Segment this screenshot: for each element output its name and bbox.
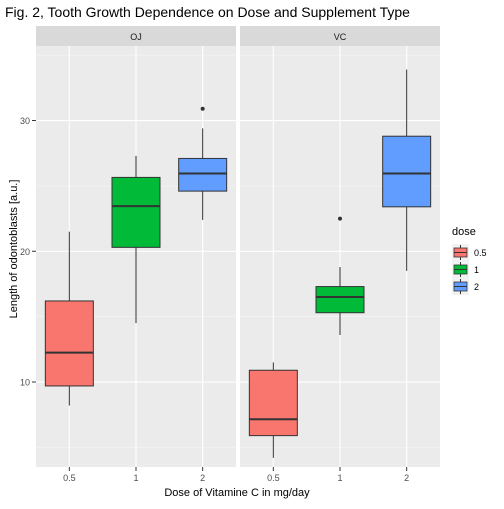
outlier-point bbox=[200, 106, 205, 111]
outlier-point bbox=[338, 216, 342, 221]
box-vc-dose-2 bbox=[382, 69, 432, 271]
legend-label: 2 bbox=[474, 282, 479, 292]
box-body bbox=[248, 369, 298, 437]
y-axis-label: Length of odontoblasts [a.u.] bbox=[8, 180, 20, 319]
legend-title: dose bbox=[452, 226, 476, 238]
panel-oj: OJ 0.5 1 2 bbox=[36, 26, 236, 483]
legend: dose 0.5 1 2 bbox=[452, 226, 487, 295]
legend-label: 1 bbox=[474, 265, 479, 275]
facet-strip-label: OJ bbox=[130, 32, 142, 42]
panel-vc: VC 0.5 1 2 bbox=[240, 26, 440, 483]
box-oj-dose-2 bbox=[178, 106, 228, 220]
x-tick-label: 2 bbox=[404, 473, 409, 483]
x-axis-label: Dose of Vitamine C in mg/day bbox=[164, 487, 310, 499]
box-oj-dose-1 bbox=[111, 155, 161, 324]
y-tick-label: 30 bbox=[20, 116, 30, 126]
box-body bbox=[111, 176, 161, 248]
box-body bbox=[178, 157, 228, 192]
legend-label: 0.5 bbox=[474, 248, 487, 258]
y-tick-label: 20 bbox=[20, 247, 30, 257]
x-tick-label: 1 bbox=[337, 473, 342, 483]
x-tick-label: 2 bbox=[200, 473, 205, 483]
x-tick-label: 1 bbox=[133, 473, 138, 483]
box-body bbox=[44, 300, 94, 387]
box-body bbox=[315, 286, 365, 314]
box-vc-dose-0.5 bbox=[248, 362, 298, 458]
chart-title: Fig. 2, Tooth Growth Dependence on Dose … bbox=[5, 4, 410, 20]
facet-strip bbox=[240, 26, 440, 46]
box-oj-dose-0.5 bbox=[44, 231, 94, 406]
facet-panels: 10 20 30 OJ 0.5 1 2 VC 0.5 1 2 bbox=[20, 26, 440, 483]
y-tick-label: 10 bbox=[20, 378, 30, 388]
box-vc-dose-1 bbox=[315, 216, 365, 335]
facet-strip-label: VC bbox=[334, 32, 347, 42]
facet-strip bbox=[36, 26, 236, 46]
x-tick-label: 0.5 bbox=[267, 473, 280, 483]
x-tick-label: 0.5 bbox=[63, 473, 76, 483]
box-body bbox=[382, 135, 432, 208]
